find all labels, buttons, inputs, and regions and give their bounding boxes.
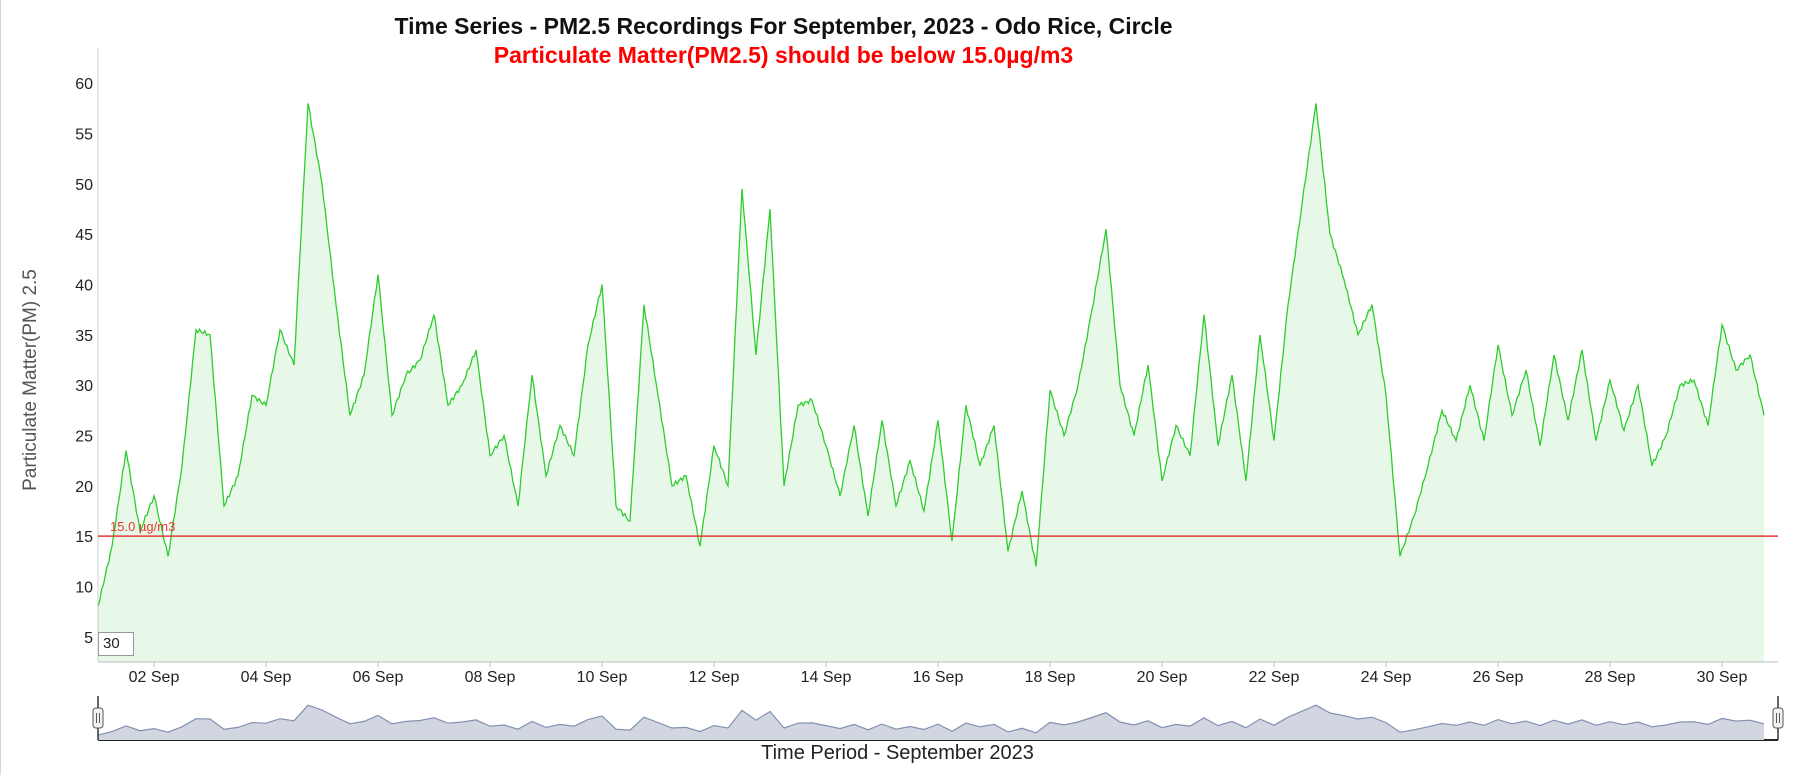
x-tick-label: 06 Sep: [353, 669, 404, 686]
x-tick-label: 04 Sep: [241, 669, 292, 686]
x-tick-label: 26 Sep: [1473, 669, 1524, 686]
y-tick-label: 10: [75, 580, 93, 597]
y-axis-title-text: Particulate Matter(PM) 2.5: [20, 269, 41, 491]
x-tick-label: 24 Sep: [1361, 669, 1412, 686]
plot-area[interactable]: [97, 103, 1765, 662]
navigator-area: [98, 705, 1764, 740]
y-tick-label: 60: [75, 76, 93, 93]
y-tick-label: 50: [75, 177, 93, 194]
x-tick-label: 30 Sep: [1697, 669, 1748, 686]
navigator[interactable]: [92, 696, 1784, 741]
y-tick-label: 45: [75, 227, 93, 244]
rolling-window-input[interactable]: 30: [98, 632, 134, 656]
x-tick-label: 02 Sep: [129, 669, 180, 686]
x-tick-label: 12 Sep: [689, 669, 740, 686]
chart-title: Time Series - PM2.5 Recordings For Septe…: [394, 13, 1173, 39]
x-tick-label: 20 Sep: [1137, 669, 1188, 686]
y-tick-label: 25: [75, 429, 93, 446]
x-tick-label: 08 Sep: [465, 669, 516, 686]
x-tick-label: 16 Sep: [913, 669, 964, 686]
y-tick-label: 40: [75, 278, 93, 295]
y-tick-label: 30: [75, 378, 93, 395]
y-tick-label: 15: [75, 529, 93, 546]
x-tick-label: 10 Sep: [577, 669, 628, 686]
x-tick-label: 14 Sep: [801, 669, 852, 686]
x-tick-label: 28 Sep: [1585, 669, 1636, 686]
x-axis: 02 Sep 04 Sep 06 Sep 08 Sep 10 Sep 12 Sep 14 S…: [98, 661, 1778, 686]
navigator-line: [97, 704, 1765, 736]
y-tick-label: 35: [75, 328, 93, 345]
series-line: [97, 103, 1765, 607]
y-axis-title: Particulate Matter(PM) 2.5: [20, 269, 41, 491]
threshold-line: 15.0 µg/m3: [98, 519, 1778, 537]
threshold-label: 15.0 µg/m3: [110, 519, 175, 534]
y-tick-label: 20: [75, 479, 93, 496]
y-tick-label: 5: [84, 630, 93, 647]
navigator-left-handle[interactable]: [92, 707, 104, 729]
navigator-right-handle[interactable]: [1772, 707, 1784, 729]
chart-subtitle: Particulate Matter(PM2.5) should be belo…: [493, 42, 1074, 68]
y-tick-label: 55: [75, 127, 93, 144]
x-axis-title: Time Period - September 2023: [761, 742, 1034, 764]
series-area: [98, 103, 1764, 662]
y-axis: 5 10 15 20 25 30 35 40 45 50 55 60: [75, 48, 99, 662]
x-tick-label: 18 Sep: [1025, 669, 1076, 686]
x-tick-label: 22 Sep: [1249, 669, 1300, 686]
